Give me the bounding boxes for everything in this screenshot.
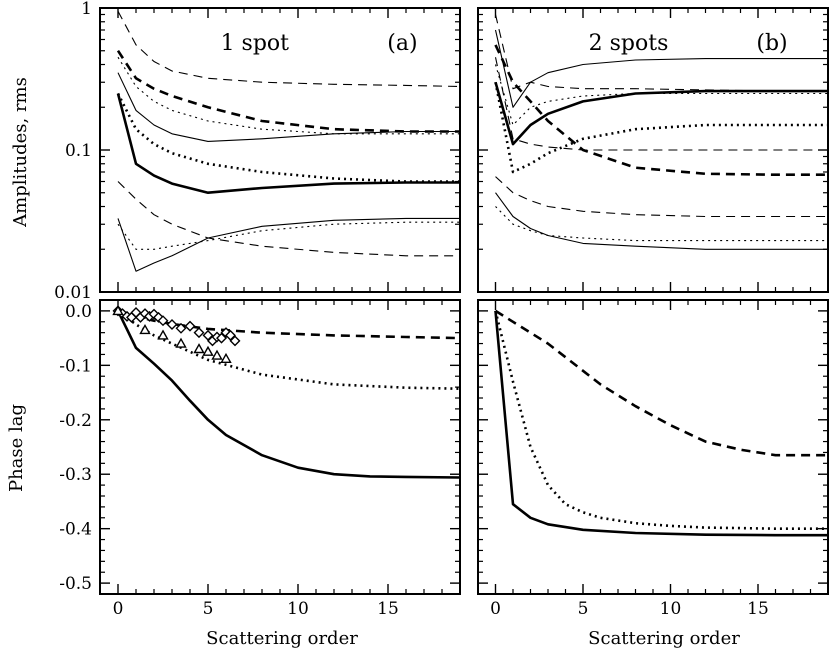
- triangle-marker: [157, 329, 169, 340]
- series-group: [494, 14, 828, 250]
- triangle-marker: [112, 304, 124, 316]
- phase-lag-axis-label: Phase lag: [6, 404, 27, 492]
- x-tick-label: 10: [287, 599, 309, 619]
- series-group: [112, 304, 460, 479]
- series-line-solid-thin: [495, 192, 828, 250]
- y-tick-label: -0.5: [59, 574, 92, 594]
- series-line-dotted-thin: [117, 56, 460, 135]
- diamond-marker: [184, 320, 196, 332]
- triangle-marker: [220, 352, 232, 363]
- series-line-dashed-thin: [495, 176, 828, 218]
- plot-frame: [477, 299, 829, 595]
- y-tick-label: -0.4: [59, 520, 92, 540]
- series-line-dotted-thin: [495, 206, 828, 242]
- x-tick-label: 15: [377, 599, 399, 619]
- series-line-dotted-thick: [494, 81, 828, 174]
- diamond-marker: [193, 327, 205, 339]
- series-line-dotted-thick: [117, 309, 460, 390]
- series-group: [494, 309, 828, 537]
- panel-label: (b): [756, 31, 787, 56]
- panel-c-phase-lag-1-spot: 0 5 10 15 0.0 -0.1 -0.2 -0.3 -0.4 -0.5: [59, 299, 461, 619]
- x-tick-label: 5: [203, 599, 214, 619]
- x-tick-label: 0: [113, 599, 124, 619]
- y-tick-label: 0.0: [65, 302, 92, 322]
- panel-d-phase-lag-2-spots: 0 5 10 15: [477, 299, 829, 619]
- x-tick-label: 15: [747, 599, 769, 619]
- panel-b-amplitudes-2-spots: 2 spots (b): [477, 7, 829, 293]
- series-line-solid-thick: [116, 93, 460, 194]
- series-line-solid-thick: [494, 310, 828, 537]
- y-tick-label: 1: [81, 0, 92, 19]
- series-line-solid-thick: [116, 310, 460, 479]
- x-axis-label-right: Scattering order: [588, 628, 740, 649]
- triangle-marker: [193, 343, 205, 354]
- plot-frame: [99, 299, 461, 595]
- series-line-dashed-thick: [117, 309, 460, 340]
- diamond-marker: [175, 322, 187, 334]
- x-tick-label: 10: [660, 599, 682, 619]
- series-line-dashed-thin: [117, 10, 460, 88]
- series-line-solid-thin: [494, 29, 828, 108]
- x-tick-label: 0: [490, 599, 501, 619]
- x-axis-label-left: Scattering order: [206, 628, 358, 649]
- series-line-solid-thick: [494, 81, 828, 146]
- triangle-marker: [202, 345, 214, 356]
- diamond-marker: [166, 319, 178, 330]
- triangle-marker: [139, 324, 151, 335]
- series-line-dotted-thin: [117, 221, 460, 250]
- series-group: [116, 10, 460, 272]
- panel-a-amplitudes-1-spot: 1 0.1 0.01 1 spot (a): [54, 0, 461, 303]
- series-line-dashed-thick: [116, 49, 460, 133]
- panel-title: 2 spots: [589, 31, 669, 56]
- series-line-dashed-thin: [494, 57, 828, 151]
- y-tick-label: -0.2: [59, 411, 92, 431]
- series-line-solid-thin: [117, 72, 460, 142]
- y-tick-label: 0.1: [65, 141, 92, 161]
- panel-label: (a): [387, 31, 417, 56]
- diamond-marker: [229, 335, 241, 347]
- y-tick-label: 0.01: [54, 283, 92, 303]
- amplitude-axis-label: Amplitudes, rms: [10, 77, 31, 228]
- series-line-dashed-thick: [494, 309, 828, 457]
- panel-title: 1 spot: [221, 31, 290, 56]
- series-line-dotted-thick: [116, 92, 460, 183]
- x-tick-label: 5: [578, 599, 589, 619]
- triangle-marker: [211, 349, 223, 360]
- series-line-solid-thin: [117, 217, 460, 272]
- triangle-marker: [175, 337, 187, 348]
- y-tick-label: -0.3: [59, 465, 92, 485]
- diamond-marker: [157, 315, 169, 327]
- y-tick-label: -0.1: [59, 356, 92, 376]
